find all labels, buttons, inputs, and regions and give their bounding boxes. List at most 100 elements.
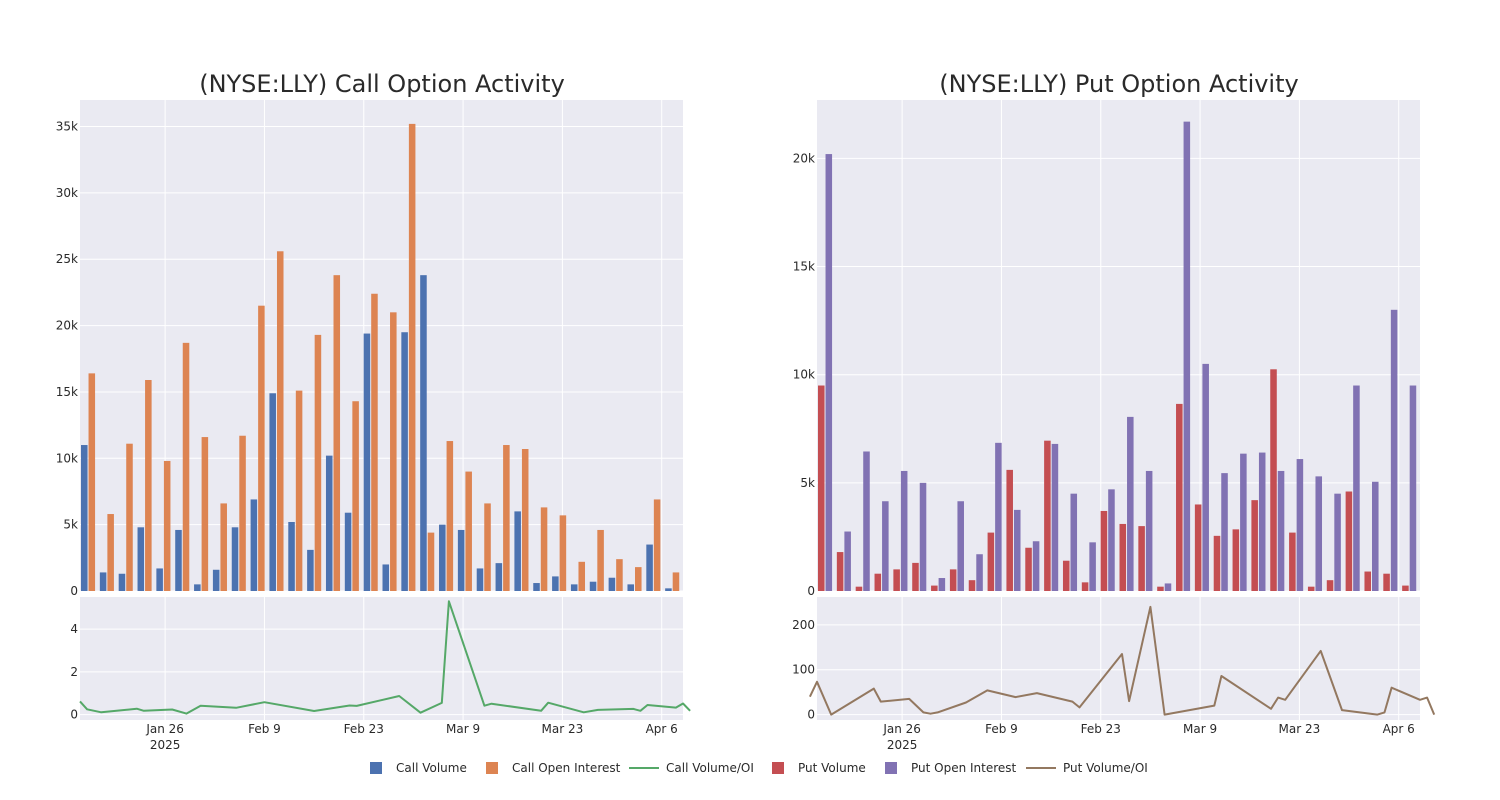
- call-ratio-y-tick-label: 2: [70, 665, 78, 679]
- call-volume-oi-line: [79, 600, 691, 715]
- call-bar-y-tick-label: 30k: [56, 186, 78, 200]
- call-open-interest-bar: [578, 561, 586, 591]
- call-bar-y-tick-label: 0: [70, 584, 78, 598]
- put-volume-bar: [1326, 580, 1334, 591]
- call-bar-y-tick-label: 15k: [56, 385, 78, 399]
- put-bar-y-tick-label: 20k: [793, 151, 815, 165]
- call-open-interest-bar: [295, 390, 303, 591]
- put-volume-bar: [855, 586, 863, 591]
- put-open-interest-bar: [1051, 443, 1059, 591]
- put-bar-y-tick-label: 10k: [793, 368, 815, 382]
- call-x-tick-label: Feb 9: [248, 722, 281, 736]
- put-bar-plot-area: [817, 100, 1420, 591]
- call-bar-y-tick-label: 5k: [63, 518, 78, 532]
- call-volume-bar: [156, 568, 163, 591]
- put-x-tick-label: Feb 23: [1081, 722, 1121, 736]
- put-ratio-y-tick-label: 0: [807, 708, 815, 722]
- put-ratio-y-tick-label: 200: [792, 618, 815, 632]
- put-x-tick-label: Apr 6: [1383, 722, 1415, 736]
- legend-label-call-volume: Call Volume: [396, 761, 467, 775]
- put-open-interest-bar: [1089, 542, 1096, 591]
- call-volume-bar: [363, 333, 371, 591]
- put-open-interest-bar: [1240, 453, 1247, 591]
- call-volume-bar: [175, 529, 182, 591]
- put-option-panel: (NYSE:LLY) Put Option Activity 0 5k 10k 15k…: [792, 70, 1436, 752]
- put-x-tick-label: Mar 23: [1279, 722, 1321, 736]
- call-open-interest-bar: [314, 334, 322, 591]
- put-volume-bar: [1307, 586, 1315, 591]
- put-open-interest-bar: [938, 578, 946, 591]
- put-volume-bar: [1081, 582, 1089, 591]
- call-open-interest-bar: [521, 449, 529, 591]
- put-open-interest-bar: [1353, 385, 1360, 591]
- put-volume-bar: [1289, 532, 1296, 591]
- put-open-interest-bar: [844, 531, 851, 591]
- call-volume-bar: [325, 455, 333, 591]
- call-open-interest-bar: [408, 123, 416, 592]
- call-open-interest-bar: [653, 499, 661, 591]
- call-volume-bar: [533, 583, 540, 591]
- call-volume-bar: [589, 581, 597, 591]
- call-volume-bar: [439, 524, 446, 591]
- call-volume-bar: [269, 393, 276, 591]
- call-volume-bar: [99, 572, 107, 591]
- put-open-interest-bar: [863, 451, 870, 591]
- call-open-interest-bar: [465, 471, 472, 591]
- put-x-tick-year: 2025: [887, 738, 918, 752]
- call-open-interest-bar: [201, 437, 209, 591]
- put-open-interest-bar: [1277, 470, 1285, 591]
- put-volume-bar: [1062, 560, 1070, 591]
- call-open-interest-bar: [616, 559, 623, 591]
- call-volume-bar: [137, 527, 145, 591]
- put-open-interest-bar: [1315, 476, 1323, 591]
- call-volume-bar: [646, 544, 653, 591]
- legend-label-put-volume-oi: Put Volume/OI: [1063, 761, 1148, 775]
- call-open-interest-bar: [484, 503, 491, 591]
- legend-label-call-volume-oi: Call Volume/OI: [666, 761, 754, 775]
- call-x-tick-label: Feb 23: [344, 722, 384, 736]
- call-x-tick-year: 2025: [150, 738, 181, 752]
- put-volume-bar: [1044, 440, 1051, 591]
- put-volume-bar: [949, 569, 957, 591]
- call-ratio-y-tick-label: 4: [70, 622, 78, 636]
- call-volume-bar: [495, 563, 503, 591]
- call-volume-bar: [231, 527, 239, 591]
- put-volume-bar: [968, 580, 976, 591]
- legend-label-call-open-interest: Call Open Interest: [512, 761, 621, 775]
- put-volume-bar: [1251, 500, 1258, 591]
- call-volume-bar: [476, 568, 484, 591]
- put-volume-bar: [893, 569, 900, 591]
- call-volume-bar: [514, 511, 521, 591]
- put-chart-title: (NYSE:LLY) Put Option Activity: [939, 70, 1298, 98]
- call-volume-bar: [344, 512, 352, 591]
- call-volume-bar: [118, 573, 126, 591]
- legend-swatch-put-open-interest: [885, 762, 897, 774]
- legend-swatch-put-volume: [772, 762, 784, 774]
- call-open-interest-bar: [672, 572, 680, 591]
- legend-swatch-call-open-interest: [486, 762, 498, 774]
- call-open-interest-bar: [88, 373, 96, 591]
- legend-label-put-open-interest: Put Open Interest: [911, 761, 1017, 775]
- put-open-interest-bar: [976, 554, 983, 591]
- put-open-interest-bar: [995, 442, 1002, 591]
- put-volume-bar: [931, 585, 938, 591]
- put-open-interest-bar: [1032, 541, 1040, 591]
- call-bar-y-tick-label: 35k: [56, 120, 78, 134]
- call-open-interest-bar: [333, 275, 341, 591]
- put-open-interest-bar: [1221, 473, 1228, 591]
- call-volume-bar: [307, 549, 314, 591]
- call-x-tick-label: Jan 26: [145, 722, 184, 736]
- call-open-interest-bar: [390, 312, 397, 591]
- put-open-interest-bar: [900, 470, 908, 591]
- put-open-interest-bar: [1390, 309, 1398, 591]
- put-open-interest-bar: [825, 154, 833, 591]
- put-x-tick-label: Mar 9: [1183, 722, 1217, 736]
- call-volume-bar: [401, 332, 408, 591]
- put-volume-bar: [1176, 403, 1183, 591]
- put-x-tick-label: Feb 9: [985, 722, 1018, 736]
- put-open-interest-bar: [1372, 481, 1379, 591]
- call-volume-bar: [81, 445, 88, 591]
- put-open-interest-bar: [1258, 452, 1266, 591]
- call-volume-bar: [212, 569, 220, 591]
